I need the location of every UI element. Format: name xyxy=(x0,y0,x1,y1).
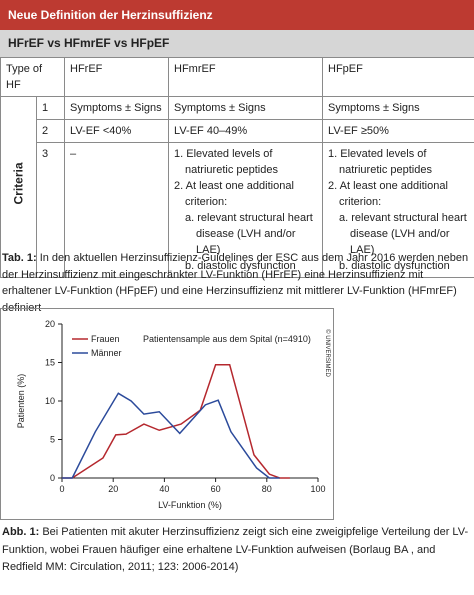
cell: Symptoms ± Signs xyxy=(168,96,324,120)
table-row: 3– 1. Elevated levels of natriuretic pept… xyxy=(1,142,474,278)
caption-text: Bei Patienten mit akuter Herzinsuffizien… xyxy=(2,526,469,573)
list-item: 2. At least one additional criterion: xyxy=(174,180,294,208)
table-row: 2 LV-EF <40% LV-EF 40–49% LV-EF ≥50% xyxy=(1,119,474,143)
criteria-table: Type of HF HFrEF HFmrEF HFpEF Criteria 1 Sympt… xyxy=(0,57,474,278)
header-row: Type of HF HFrEF HFmrEF HFpEF xyxy=(0,57,474,97)
legend-label: Männer xyxy=(91,348,122,358)
caption-label: Tab. 1: xyxy=(2,252,37,264)
header-subtitle: HFrEF vs HFmrEF vs HFpEF xyxy=(0,30,474,57)
header-title: Neue Definition der Herzinsuffizienz xyxy=(0,0,474,30)
cell-text: – xyxy=(70,148,77,160)
x-tick-label: 0 xyxy=(59,484,64,494)
cell: 1. Elevated levels of natriuretic peptid… xyxy=(168,142,324,278)
y-tick-label: 5 xyxy=(50,435,55,445)
x-tick-label: 80 xyxy=(262,484,272,494)
row-group-label: Criteria xyxy=(11,162,26,205)
table-caption: Tab. 1: In den aktuellen Herzinsuffizien… xyxy=(0,250,474,316)
y-tick-label: 20 xyxy=(45,319,55,329)
cell: – xyxy=(64,142,170,278)
column-header: HFrEF xyxy=(64,57,170,97)
column-header: HFmrEF xyxy=(168,57,324,97)
list-subitem: a. relevant structural heart disease (LV… xyxy=(185,212,313,256)
data-line xyxy=(62,364,290,479)
list-subitem: a. relevant structural heart disease (LV… xyxy=(339,212,467,256)
annotation: Patientensample aus dem Spital (n=4910) xyxy=(143,334,311,344)
y-axis-label: Patienten (%) xyxy=(16,374,26,429)
row-number: 1 xyxy=(35,96,66,120)
legend-label: Frauen xyxy=(91,334,120,344)
x-tick-label: 40 xyxy=(159,484,169,494)
y-tick-label: 15 xyxy=(45,358,55,368)
x-tick-label: 100 xyxy=(310,484,325,494)
table-row: Criteria 1 Symptoms ± Signs Symptoms ± Sign… xyxy=(0,96,474,278)
list-item: 1. Elevated levels of natriuretic peptid… xyxy=(174,148,278,176)
figure-caption: Abb. 1: Bei Patienten mit akuter Herzins… xyxy=(0,524,474,577)
cell: Symptoms ± Signs xyxy=(64,96,170,120)
list-subitem: b. diastolic dysfunction xyxy=(185,260,296,272)
caption-label: Abb. 1: xyxy=(2,526,40,538)
cell: LV-EF ≥50% xyxy=(322,119,474,143)
data-line xyxy=(62,392,280,479)
chart: 0 5 10 15 20 0 20 40 60 80 100 LV-Funktion (%) Patie… xyxy=(0,308,334,520)
caption-text: In den aktuellen Herzinsuffizienz-Guidel… xyxy=(2,252,469,314)
row-group: Criteria xyxy=(0,96,37,278)
column-header: HFpEF xyxy=(322,57,474,97)
list-subitem: b. diastolic dysfunction xyxy=(339,260,450,272)
row-number: 2 xyxy=(35,119,66,143)
cell: LV-EF <40% xyxy=(64,119,170,143)
x-axis-label: LV-Funktion (%) xyxy=(158,500,222,510)
y-tick-label: 10 xyxy=(45,396,55,406)
x-tick-label: 60 xyxy=(211,484,221,494)
column-header: Type of HF xyxy=(0,57,66,97)
chart-frame xyxy=(0,308,334,520)
y-tick-label: 0 xyxy=(50,473,55,483)
list-item: 2. At least one additional criterion: xyxy=(328,180,448,208)
copyright: © UNIVERSIMED xyxy=(324,329,331,377)
list-item: 1. Elevated levels of natriuretic peptid… xyxy=(328,148,432,176)
row-number: 3 xyxy=(35,142,66,278)
cell: LV-EF 40–49% xyxy=(168,119,324,143)
x-tick-label: 20 xyxy=(108,484,118,494)
cell: Symptoms ± Signs xyxy=(322,96,474,120)
cell: 1. Elevated levels of natriuretic peptid… xyxy=(322,142,474,278)
